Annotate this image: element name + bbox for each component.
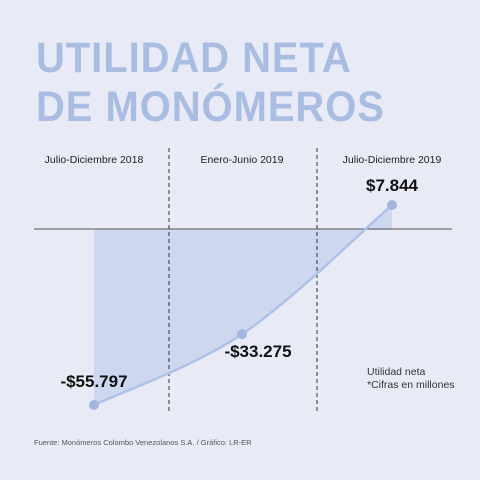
chart-note: Utilidad neta *Cifras en millones — [367, 366, 455, 392]
data-point-1 — [89, 400, 99, 410]
legend-series-label: Utilidad neta — [367, 366, 426, 378]
title-line-2: DE MONÓMEROS — [36, 83, 385, 131]
source-credit: Fuente: Monómeros Colombo Venezolanos S.… — [34, 438, 252, 447]
data-point-3 — [387, 200, 397, 210]
unit-note: *Cifras en millones — [367, 379, 455, 391]
value-label-2: -$33.275 — [224, 342, 292, 361]
value-label-3: $7.844 — [366, 176, 418, 195]
series-area-fill — [94, 205, 392, 405]
value-label-1: -$55.797 — [60, 372, 128, 391]
data-point-2 — [237, 329, 247, 340]
category-label-2: Enero-Junio 2019 — [200, 154, 284, 166]
chart-title: UTILIDAD NETA DE MONÓMEROS — [36, 34, 385, 132]
category-label-1: Julio-Diciembre 2018 — [44, 154, 144, 166]
category-label-3: Julio-Diciembre 2019 — [342, 154, 442, 166]
title-line-1: UTILIDAD NETA — [36, 34, 352, 82]
